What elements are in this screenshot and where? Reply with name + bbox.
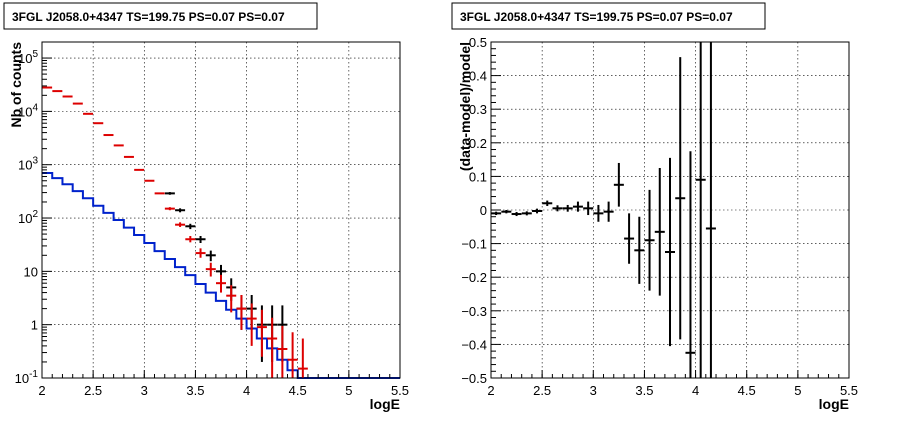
residual-point — [613, 162, 624, 207]
counts-model-point — [164, 207, 175, 211]
counts-model-point — [277, 325, 288, 378]
counts-chart-frame — [41, 41, 401, 379]
counts-data-point — [185, 223, 196, 230]
residual-chart-xtick-label: 3.5 — [635, 383, 653, 398]
residual-chart-xtick-label: 2 — [487, 383, 494, 398]
counts-model-point — [297, 338, 308, 378]
residual-chart-xtick-label: 5.5 — [840, 383, 858, 398]
counts-model-point — [287, 332, 298, 378]
counts-chart: 3FGL J2058.0+4347 TS=199.75 PS=0.07 PS=0… — [3, 2, 409, 412]
counts-chart-ytick-label: 105 — [18, 49, 38, 66]
residual-chart-xtick-label: 3 — [590, 383, 597, 398]
counts-data-point — [195, 236, 206, 244]
residual-chart-ytick-label: −0.5 — [461, 371, 487, 386]
counts-model-point — [256, 309, 267, 357]
counts-chart-xtick-label: 2.5 — [84, 383, 102, 398]
residual-point — [491, 211, 502, 216]
residual-point — [521, 211, 532, 216]
residual-point — [675, 57, 686, 340]
residual-chart-ytick-label: 0 — [480, 203, 487, 218]
residual-chart-xtick-label: 2.5 — [533, 383, 551, 398]
residual-point — [624, 213, 635, 264]
residual-chart-ytick-label: −0.4 — [461, 337, 487, 352]
residual-chart-ytick-label: 0.4 — [469, 69, 487, 84]
residual-point — [593, 204, 604, 222]
residual-chart-ytick-label: −0.1 — [461, 237, 487, 252]
residual-chart-xtick-label: 4 — [692, 383, 699, 398]
counts-chart-ytick-label: 104 — [18, 102, 38, 119]
residual-point — [501, 210, 512, 214]
counts-chart-series — [42, 86, 400, 379]
residual-point — [654, 168, 665, 296]
counts-chart-xtick-label: 4.5 — [289, 383, 307, 398]
residual-chart-grid — [491, 42, 849, 378]
counts-chart-ytick-label: 10-1 — [15, 369, 39, 386]
counts-model-point — [216, 274, 226, 293]
counts-model-point — [267, 317, 278, 378]
counts-chart-grid — [42, 42, 400, 378]
residual-chart-xtick-label: 5 — [794, 383, 801, 398]
counts-chart-ylabel: Nb of counts — [8, 42, 24, 128]
counts-data-point — [205, 250, 216, 262]
residual-chart-series — [491, 42, 716, 378]
residual-point — [552, 205, 563, 212]
residual-chart-title-box — [451, 2, 766, 30]
counts-chart-ytick-label: 10 — [24, 264, 38, 279]
residual-chart-title: 3FGL J2058.0+4347 TS=199.75 PS=0.07 PS=0… — [460, 10, 733, 24]
residual-chart-ytick-label: 0.5 — [469, 35, 487, 50]
residual-point — [665, 157, 675, 347]
counts-model-point — [185, 236, 196, 243]
residual-chart-ytick-label: −0.2 — [461, 270, 487, 285]
counts-model-point — [195, 248, 206, 258]
counts-model-point — [175, 222, 186, 227]
residual-chart-ylabel: (data-model)/model — [457, 42, 473, 171]
counts-chart-title: 3FGL J2058.0+4347 TS=199.75 PS=0.07 PS=0… — [12, 10, 285, 24]
residual-chart-ytick-label: 0.1 — [469, 169, 487, 184]
counts-chart-ytick-label: 102 — [18, 209, 38, 226]
residual-point — [572, 201, 583, 212]
counts-chart-ytick-label: 1 — [31, 318, 38, 333]
counts-data-point — [175, 208, 186, 213]
residual-point — [705, 42, 716, 378]
counts-chart-xlabel: logE — [370, 396, 400, 412]
counts-chart-xtick-label: 4 — [243, 383, 250, 398]
residual-chart: 3FGL J2058.0+4347 TS=199.75 PS=0.07 PS=0… — [451, 2, 858, 412]
residual-point — [644, 189, 655, 291]
residual-point — [511, 212, 522, 217]
residual-point — [695, 42, 706, 378]
counts-chart-xtick-label: 3 — [141, 383, 148, 398]
counts-chart-xtick-label: 3.5 — [186, 383, 204, 398]
counts-chart-ytick-label: 103 — [18, 156, 38, 173]
residual-point — [532, 208, 543, 214]
residual-point — [685, 151, 696, 378]
counts-model-point — [246, 303, 257, 346]
residual-chart-ytick-label: 0.3 — [469, 102, 487, 117]
residual-point — [603, 201, 614, 222]
residual-chart-ytick-label: 0.2 — [469, 136, 487, 151]
residual-point — [562, 204, 573, 212]
residual-chart-xtick-label: 4.5 — [738, 383, 756, 398]
residual-point — [583, 201, 594, 216]
residual-point — [542, 200, 553, 206]
counts-chart-xtick-label: 5.5 — [391, 383, 409, 398]
counts-chart-ticks: 2 2.5 3 3.5 4 4.5 5 5.5 10-1 1 10 102 103 104 105 — [15, 49, 409, 398]
counts-chart-xtick-label: 2 — [38, 383, 45, 398]
counts-model-point — [236, 295, 247, 330]
counts-model-point — [205, 262, 216, 277]
counts-data-point — [164, 192, 175, 195]
counts-chart-xtick-label: 5 — [345, 383, 352, 398]
residual-chart-ytick-label: −0.3 — [461, 304, 487, 319]
residual-chart-xlabel: logE — [819, 396, 849, 412]
counts-model-point — [226, 285, 237, 313]
counts-chart-title-box — [3, 2, 318, 30]
residual-point — [634, 216, 645, 284]
residual-chart-ticks: 2 2.5 3 3.5 4 4.5 5 5.5 −0.5 −0.4 −0.3 −0.2 −0.1 0 0.1… — [461, 35, 858, 398]
